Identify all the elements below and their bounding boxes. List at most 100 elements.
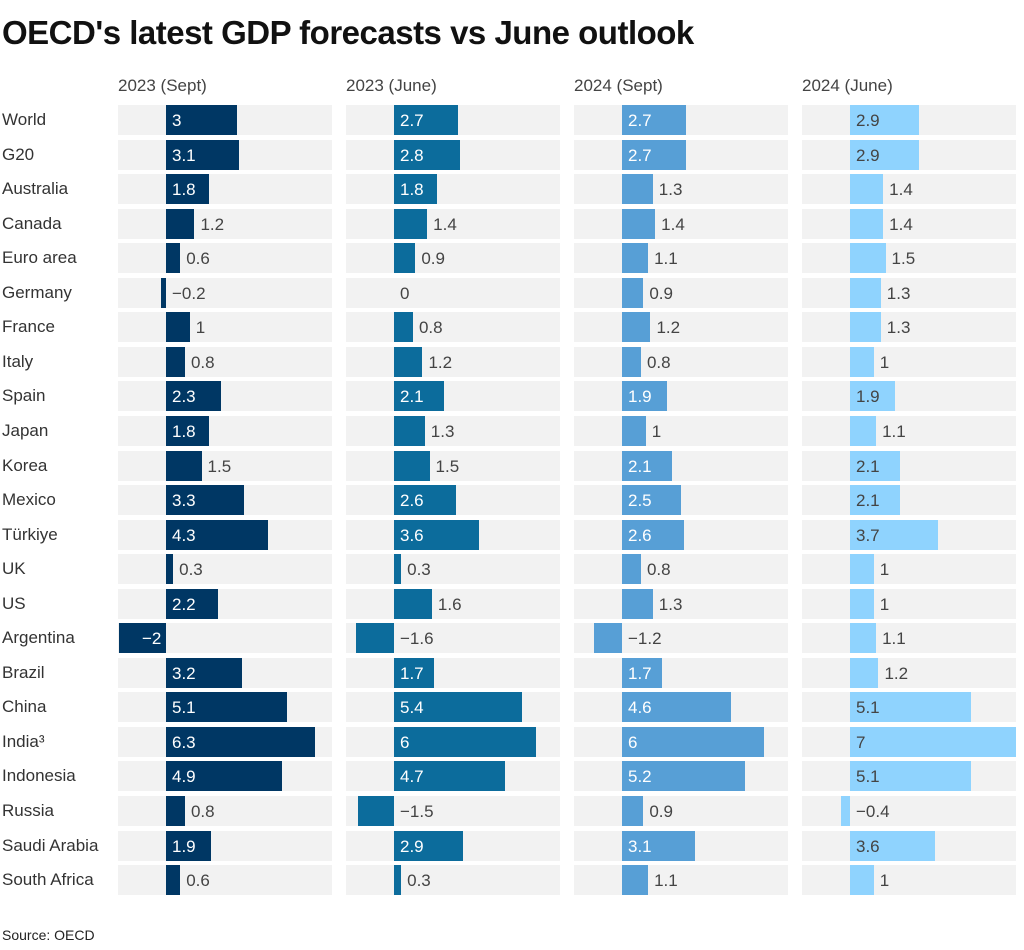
data-label: 0.9: [421, 249, 445, 269]
row-background: [346, 243, 560, 274]
data-label: 4.6: [628, 698, 652, 718]
row-background: [118, 450, 332, 481]
country-label: Türkiye: [2, 524, 58, 544]
row-background: [574, 588, 788, 619]
data-label: 6.3: [172, 732, 196, 752]
bar: [622, 415, 646, 446]
data-label: 0.8: [646, 560, 671, 580]
row-background: [802, 623, 1016, 654]
data-label: 3.1: [172, 145, 196, 165]
bar: [850, 208, 884, 239]
data-label: −0.4: [856, 802, 890, 821]
bar: [394, 657, 435, 688]
country-label: Russia: [2, 801, 54, 820]
bar: [850, 623, 877, 654]
data-label: 1.7: [400, 663, 424, 683]
country-label: Canada: [2, 213, 62, 233]
row-background: [118, 312, 332, 343]
data-label: −1.5: [400, 802, 434, 821]
data-label: 1.4: [661, 214, 685, 234]
data-label: 4.3: [172, 525, 196, 545]
data-label: 2.7: [628, 111, 652, 130]
bar: [358, 796, 394, 826]
bar: [166, 415, 209, 446]
bar: [166, 105, 238, 135]
row-background: [802, 485, 1016, 516]
data-label: 1.7: [628, 663, 652, 683]
country-label: Korea: [2, 455, 48, 475]
country-label: G20: [2, 144, 35, 164]
country-label: Euro area: [2, 248, 77, 268]
bar: [850, 277, 881, 308]
bar: [394, 692, 522, 723]
data-label: −0.2: [172, 283, 206, 303]
bar: [394, 139, 461, 170]
data-label: 2.9: [400, 836, 424, 856]
bar: [166, 830, 212, 861]
data-label: 0.3: [407, 560, 431, 580]
country-label: Brazil: [2, 662, 45, 682]
data-label: 1.2: [884, 663, 909, 683]
data-label: 2.9: [856, 111, 880, 130]
row-background: [118, 381, 332, 412]
bar: [166, 554, 174, 585]
bar: [394, 381, 444, 412]
country-label: India³: [2, 731, 45, 751]
row-background: [574, 415, 788, 446]
column-header: 2024 (June): [802, 76, 893, 95]
data-label: 0.3: [407, 871, 431, 891]
row-background: [574, 554, 788, 585]
data-label: 2.1: [628, 456, 652, 476]
bar: [622, 277, 644, 308]
bar: [166, 485, 245, 516]
bar: [850, 346, 874, 377]
data-label: 1.8: [400, 180, 424, 200]
row-background: [802, 277, 1016, 308]
bar: [166, 796, 185, 826]
data-label: 3: [172, 111, 182, 130]
bar: [166, 519, 268, 550]
country-label: Germany: [2, 282, 72, 302]
data-label: 1.1: [882, 629, 906, 649]
data-label: 0.9: [649, 802, 673, 821]
row-background: [574, 381, 788, 412]
bar: [622, 830, 696, 861]
bar: [161, 277, 166, 308]
data-label: 1.1: [882, 421, 906, 441]
column-header: 2023 (Sept): [118, 76, 207, 95]
row-background: [118, 865, 332, 896]
bar: [622, 139, 686, 170]
row-background: [802, 312, 1016, 343]
data-label: 2.9: [856, 145, 880, 165]
source-note: Source: OECD: [2, 927, 95, 943]
bar: [850, 830, 936, 861]
data-label: 1.4: [889, 214, 913, 234]
country-label: France: [2, 317, 55, 337]
bar: [394, 865, 402, 896]
bar: [850, 726, 1016, 757]
data-label: 2.6: [628, 525, 652, 545]
data-label: 1.9: [628, 387, 652, 407]
bar: [394, 174, 437, 205]
bar: [622, 796, 644, 826]
row-background: [574, 796, 788, 826]
bar: [166, 726, 316, 757]
data-label: 1.5: [207, 456, 232, 476]
row-background: [118, 830, 332, 861]
data-label: 2.2: [172, 594, 196, 614]
bar: [850, 139, 919, 170]
row-background: [346, 174, 560, 205]
bar: [850, 761, 971, 792]
data-label: 4.7: [400, 767, 424, 787]
bar: [622, 312, 651, 343]
country-label: China: [2, 697, 47, 717]
data-label: 2.7: [628, 145, 652, 165]
data-label: 1.3: [886, 283, 911, 303]
data-label: 2.6: [400, 491, 424, 511]
row-background: [574, 657, 788, 688]
bar: [840, 796, 850, 826]
data-label: 2.3: [172, 387, 196, 407]
bar: [622, 105, 686, 135]
data-label: 1.1: [654, 249, 678, 269]
bar: [622, 588, 653, 619]
